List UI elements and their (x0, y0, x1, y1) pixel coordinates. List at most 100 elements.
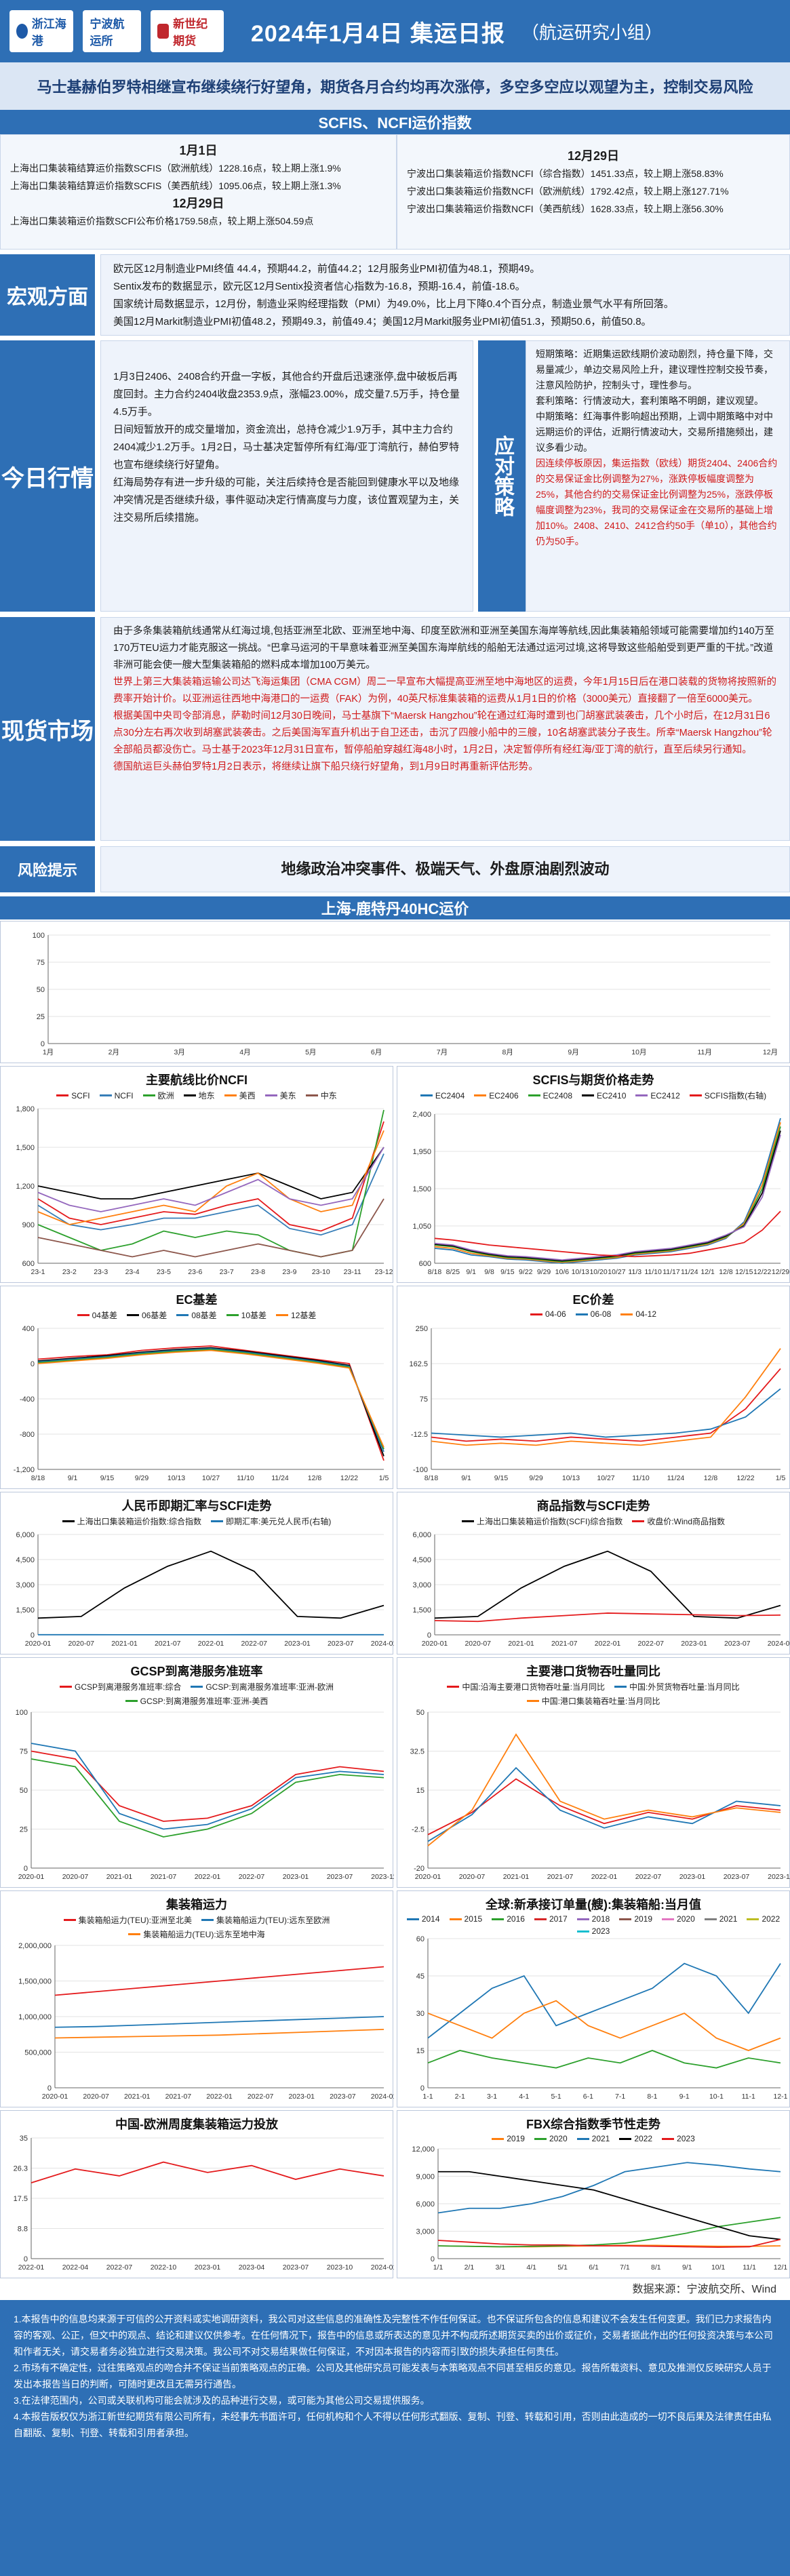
series-line (37, 1349, 384, 1450)
x-tick-label: 2020-01 (42, 2093, 68, 2101)
x-tick-label: 8/18 (424, 1474, 439, 1482)
y-tick-label: 30 (416, 2010, 424, 2018)
legend-label: 中国:港口集装箱吞吐量:当月同比 (541, 1697, 660, 1706)
legend-label: 中国:沿海主要港口货物吞吐量:当月同比 (462, 1682, 605, 1692)
strategy-content: 短期策略：近期集运欧线期价波动剧烈，持仓量下降，交易量减少，单边交易风险上升，建… (526, 340, 790, 612)
x-tick-label: 3-1 (487, 2093, 497, 2101)
x-tick-label: 9/29 (537, 1268, 551, 1276)
x-tick-label: 2023-11 (371, 1873, 394, 1881)
series-line (37, 1347, 384, 1452)
y-tick-label: 500,000 (24, 2049, 52, 2057)
x-tick-label: 12-1 (773, 2093, 787, 2101)
x-tick-label: 2021-07 (547, 1873, 574, 1881)
legend-label: 2018 (591, 1914, 610, 1924)
x-tick-label: 10/13 (572, 1268, 589, 1276)
x-tick-label: 2021-01 (106, 1873, 133, 1881)
x-tick-label: 6-1 (583, 2093, 593, 2101)
series-line (427, 2050, 781, 2069)
chart-legend: 集装箱船运力(TEU):亚洲至北美 集装箱船运力(TEU):远东至欧洲 集装箱船运力… (7, 1914, 386, 1940)
legend-swatch (576, 1918, 589, 1920)
y-tick-label: 0 (431, 2255, 435, 2263)
x-tick-label: 11月 (697, 1048, 711, 1056)
legend-label: 集装箱船运力(TEU):远东至地中海 (143, 1930, 265, 1939)
legend-swatch (576, 1930, 589, 1933)
y-tick-label: 0 (31, 1631, 35, 1640)
series-line (31, 2161, 384, 2183)
y-tick-label: 0 (24, 2255, 28, 2263)
legend-item: GCSP:到离港服务准班率:亚洲-欧洲 (191, 1681, 334, 1692)
legend-label: 10基差 (241, 1311, 267, 1320)
series-line (438, 2171, 781, 2240)
y-tick-label: 100 (33, 932, 45, 940)
series-line (427, 1766, 781, 1842)
index-date: 1月1日 (179, 144, 218, 157)
y-tick-label: 45 (416, 1973, 424, 1981)
series-line (37, 1349, 384, 1448)
series-line (431, 1388, 781, 1438)
market-line: 红海局势存有进一步升级的可能，关注后续持仓是否能回到健康水平以及地缘冲突情况是否… (113, 477, 460, 523)
legend-item: 08基差 (176, 1309, 217, 1321)
legend-label: 中东 (320, 1091, 337, 1101)
x-tick-label: 10-1 (709, 2093, 724, 2101)
x-tick-label: 2022-01 (206, 2093, 233, 2101)
legend-swatch (662, 1918, 675, 1920)
x-tick-label: 11/10 (237, 1474, 254, 1482)
x-tick-label: 10/27 (597, 1474, 614, 1482)
x-tick-label: 2022-07 (248, 2093, 274, 2101)
legend-label: 2015 (464, 1914, 483, 1924)
series-line (437, 2238, 781, 2248)
x-tick-label: 23-11 (344, 1268, 361, 1276)
y-tick-label: 17.5 (14, 2195, 28, 2203)
legend-label: NCFI (114, 1090, 134, 1101)
series-line (427, 1733, 781, 1846)
x-tick-label: 2023-01 (288, 2093, 315, 2101)
series-line (37, 1109, 384, 1258)
risk-label: 风险提示 (0, 846, 95, 892)
legend-item: 收盘价:Wind商品指数 (632, 1515, 725, 1527)
series-line (37, 1121, 384, 1232)
legend-item: 2022 (747, 1914, 780, 1924)
x-tick-label: 4/1 (526, 2263, 536, 2272)
port-logo-icon (16, 24, 28, 39)
legend-label: 2021 (719, 1914, 738, 1924)
legend-item: 2021 (576, 2134, 610, 2143)
market-line: 日间短暂放开的成交量增加，资金流出，总持仓减少1.9万手，其中主力合约2404减… (113, 424, 460, 471)
x-tick-label: 5/1 (557, 2263, 568, 2272)
series-line (437, 2217, 781, 2248)
x-tick-label: 9-1 (679, 2093, 690, 2101)
legend-label: EC2410 (597, 1090, 627, 1101)
x-tick-label: 2021-07 (551, 1640, 578, 1648)
legend-item: 06基差 (126, 1309, 167, 1321)
x-tick-label: 12/15 (735, 1268, 753, 1276)
x-tick-label: 2024-01 (371, 1640, 394, 1648)
x-tick-label: 9/29 (529, 1474, 543, 1482)
x-tick-label: 2022-07 (106, 2263, 133, 2272)
y-tick-label: 1,050 (412, 1223, 431, 1231)
legend-swatch (201, 1919, 214, 1921)
legend-swatch (226, 1314, 239, 1316)
x-tick-label: 7月 (437, 1048, 448, 1056)
legend-item: 2023 (576, 1926, 610, 1936)
x-tick-label: 10/20 (589, 1268, 607, 1276)
series-line (434, 1117, 781, 1264)
scfis-panel: SCFIS与期货价格走势 EC2404 EC2406 EC2408 EC2410 EC2… (397, 1066, 790, 1283)
legend-item: 2014 (406, 1914, 440, 1924)
x-tick-label: 12/22 (340, 1474, 358, 1482)
throughput-panel: 主要港口货物吞吐量同比 中国:沿海主要港口货物吞吐量:当月同比 中国:外贸货物吞吐… (397, 1657, 790, 1888)
x-tick-label: 1-1 (422, 2093, 433, 2101)
x-tick-label: 23-2 (62, 1268, 77, 1276)
legend-item: NCFI (99, 1090, 134, 1101)
legend-label: EC2404 (435, 1090, 465, 1101)
x-tick-label: 2/1 (465, 2263, 475, 2272)
y-tick-label: 50 (20, 1787, 28, 1795)
legend-item: EC2412 (635, 1090, 680, 1101)
legend-item: 2023 (662, 2134, 695, 2143)
y-tick-label: 75 (420, 1395, 428, 1404)
x-tick-label: 1/5 (379, 1474, 389, 1482)
chart-legend: SCFI NCFI 欧洲 地东 美西 美东 中东 (7, 1090, 386, 1101)
x-tick-label: 8月 (502, 1048, 513, 1056)
y-tick-label: 6,000 (16, 1531, 35, 1539)
